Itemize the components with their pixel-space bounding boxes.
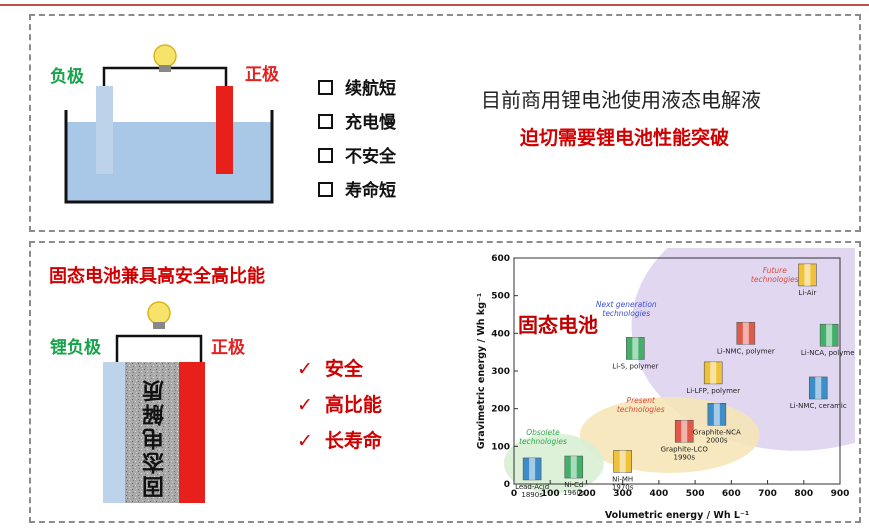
point-label: Li-Air bbox=[798, 289, 816, 297]
x-tick-label: 400 bbox=[649, 489, 668, 499]
cathode bbox=[179, 362, 205, 503]
section-title: 固态电池兼具高安全高比能 bbox=[49, 266, 265, 287]
point-sublabel: 1960s bbox=[563, 489, 585, 497]
data-point bbox=[808, 376, 828, 400]
x-tick-label: 0 bbox=[511, 489, 517, 499]
y-tick-label: 0 bbox=[504, 480, 510, 490]
statement-text: 目前商用锂电池使用液态电解液 bbox=[481, 88, 761, 112]
group-label: Obsolete technologies bbox=[519, 428, 567, 446]
liquid-cell-diagram bbox=[64, 44, 274, 204]
liquid-battery-panel bbox=[29, 14, 861, 232]
point-label: Li-NCA, polymer bbox=[801, 349, 855, 357]
data-point bbox=[626, 337, 645, 360]
x-axis-label: Volumetric energy / Wh L⁻¹ bbox=[605, 510, 749, 520]
y-tick-label: 200 bbox=[491, 405, 510, 415]
anode-label: 锂负极 bbox=[50, 338, 101, 358]
x-tick-label: 200 bbox=[577, 489, 596, 499]
checkmark-icon: ✓ bbox=[297, 394, 313, 416]
y-tick-label: 600 bbox=[491, 254, 510, 264]
checkbox-icon bbox=[318, 114, 333, 129]
issue-label: 续航短 bbox=[345, 79, 396, 99]
group-label: Future technologies bbox=[751, 266, 799, 284]
point-label: Li-LFP, polymer bbox=[686, 387, 740, 395]
checkbox-icon bbox=[318, 182, 333, 197]
data-point bbox=[736, 322, 756, 345]
advantage-item: ✓ 安全 bbox=[297, 354, 363, 381]
x-tick-label: 100 bbox=[541, 489, 560, 499]
x-tick-label: 300 bbox=[613, 489, 632, 499]
solid-electrolyte bbox=[125, 362, 179, 503]
issue-label: 寿命短 bbox=[345, 181, 396, 201]
x-tick-label: 500 bbox=[686, 489, 705, 499]
y-axis-label: Gravimetric energy / Wh kg⁻¹ bbox=[476, 293, 487, 449]
y-tick-label: 300 bbox=[491, 367, 510, 377]
data-point bbox=[798, 263, 817, 287]
chart-overlay-title: 固态电池 bbox=[518, 313, 598, 337]
y-tick-label: 100 bbox=[491, 442, 510, 452]
point-sublabel: 1990s bbox=[674, 453, 696, 461]
electrolyte-label: 固态电解质 bbox=[143, 378, 168, 498]
lithium-anode bbox=[103, 362, 125, 503]
data-point bbox=[707, 403, 727, 426]
header-rule bbox=[0, 4, 869, 6]
data-point bbox=[703, 361, 723, 385]
point-sublabel: 1890s bbox=[521, 491, 543, 499]
point-label: Li-NMC, ceramic bbox=[790, 402, 847, 410]
group-label: Present technologies bbox=[617, 396, 665, 414]
checkmark-icon: ✓ bbox=[297, 430, 313, 452]
issue-item: 续航短 bbox=[318, 74, 396, 99]
advantage-item: ✓ 高比能 bbox=[297, 390, 382, 417]
cathode-label: 正极 bbox=[211, 338, 245, 358]
data-point bbox=[674, 419, 694, 443]
issue-label: 充电慢 bbox=[345, 113, 396, 133]
solid-battery-panel bbox=[29, 241, 861, 523]
positive-electrode bbox=[216, 86, 233, 174]
negative-label: 负极 bbox=[50, 67, 84, 87]
x-tick-label: 700 bbox=[758, 489, 777, 499]
advantage-item: ✓ 长寿命 bbox=[297, 426, 382, 453]
data-point bbox=[819, 323, 839, 347]
data-point bbox=[564, 455, 584, 479]
point-sublabel: 1970s bbox=[612, 483, 634, 491]
point-label: Li-S, polymer bbox=[612, 362, 658, 370]
x-tick-label: 800 bbox=[794, 489, 813, 499]
issue-item: 不安全 bbox=[318, 142, 396, 167]
advantage-label: 长寿命 bbox=[324, 430, 382, 452]
issue-label: 不安全 bbox=[345, 147, 396, 167]
point-label: Ni-Cd bbox=[564, 481, 583, 489]
point-label: Graphite-LCO bbox=[661, 445, 709, 453]
point-label: Graphite-NCA bbox=[693, 428, 741, 436]
beaker-wall bbox=[64, 110, 274, 204]
conclusion-text: 迫切需要锂电池性能突破 bbox=[520, 127, 730, 149]
positive-label: 正极 bbox=[245, 65, 279, 85]
advantage-label: 高比能 bbox=[324, 394, 382, 416]
checkmark-icon: ✓ bbox=[297, 358, 313, 380]
data-point bbox=[522, 457, 542, 481]
y-tick-label: 400 bbox=[491, 329, 510, 339]
y-tick-label: 500 bbox=[491, 292, 510, 302]
external-wire bbox=[115, 334, 203, 362]
solid-cell-diagram bbox=[103, 301, 205, 503]
issue-item: 寿命短 bbox=[318, 176, 396, 201]
energy-density-chart: 0 100 200 300 400 500 600 700 800 900 0 100 200 300 40… bbox=[476, 248, 855, 520]
x-tick-label: 900 bbox=[831, 489, 850, 499]
checkbox-icon bbox=[318, 148, 333, 163]
checkbox-icon bbox=[318, 80, 333, 95]
x-tick-label: 600 bbox=[722, 489, 741, 499]
point-label: Li-NMC, polymer bbox=[717, 347, 775, 355]
point-label: Lead-Acid bbox=[515, 483, 549, 491]
group-label: Next generation technologies bbox=[596, 300, 657, 318]
point-label: Ni-MH bbox=[612, 475, 633, 483]
lightbulb-icon bbox=[153, 44, 177, 72]
advantage-label: 安全 bbox=[324, 358, 363, 380]
negative-electrode bbox=[96, 86, 113, 174]
data-point bbox=[613, 450, 632, 473]
lightbulb-icon bbox=[147, 301, 171, 329]
point-sublabel: 2000s bbox=[706, 436, 728, 444]
issue-item: 充电慢 bbox=[318, 108, 396, 133]
